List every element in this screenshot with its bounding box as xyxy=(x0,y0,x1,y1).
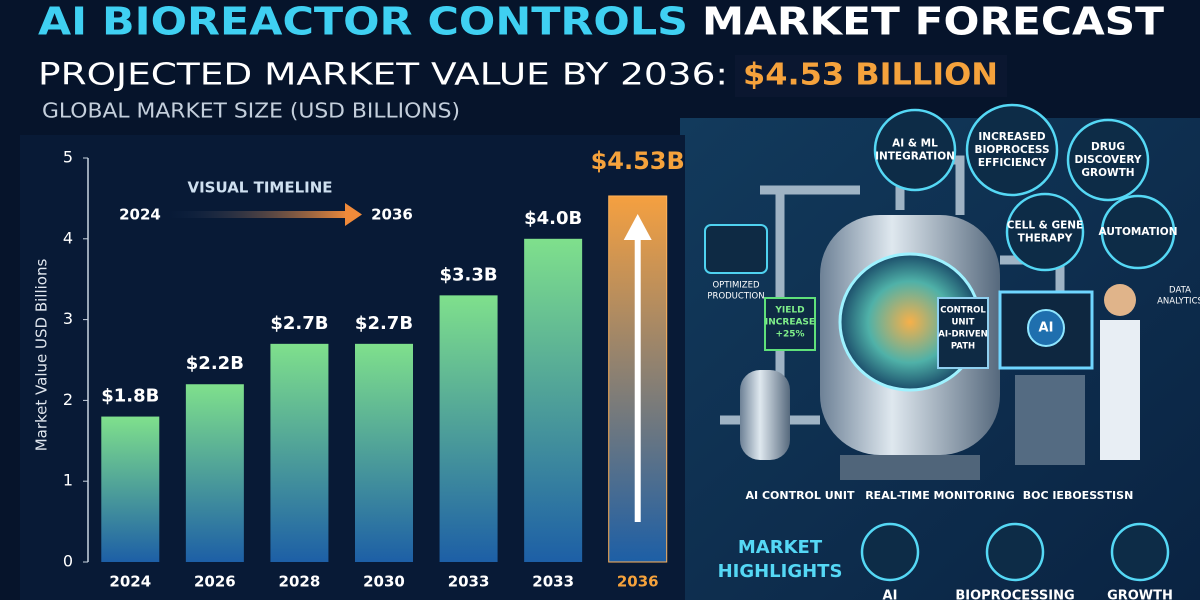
bubble xyxy=(1066,118,1150,202)
highlight-icon xyxy=(860,522,920,582)
label-line: MARKET xyxy=(738,537,823,558)
timeline-arrowhead xyxy=(345,203,362,226)
caption: GLOBAL MARKET SIZE (USD BILLIONS) xyxy=(42,99,460,123)
x-tick-label: 2026 xyxy=(194,573,236,591)
highlight-icon xyxy=(985,522,1045,582)
bar xyxy=(185,384,244,562)
caption: BOC IEBOESSTISN xyxy=(1023,489,1134,502)
y-tick-label: 1 xyxy=(63,471,73,490)
subtitle: PROJECTED MARKET VALUE BY 2036: xyxy=(38,58,728,93)
x-tick-label: 2028 xyxy=(279,573,321,591)
y-tick-label: 0 xyxy=(63,552,73,571)
value-label: $3.3B xyxy=(440,264,498,285)
value-label: $2.2B xyxy=(186,353,244,374)
bubble xyxy=(1005,192,1085,272)
timeline-end: 2036 xyxy=(371,206,413,224)
label-line: THERAPY xyxy=(1018,233,1073,245)
label-line: OPTIMIZED xyxy=(712,281,760,291)
y-tick-label: 5 xyxy=(63,148,73,167)
label-line: YIELD xyxy=(774,306,804,316)
bar xyxy=(439,295,498,562)
caption: REAL-TIME MONITORING xyxy=(865,489,1015,502)
title-accent: AI BIOREACTOR CONTROLS xyxy=(38,0,688,44)
x-tick-label: 2030 xyxy=(363,573,405,591)
label-line: DATA xyxy=(1169,286,1191,296)
bar-arrowhead xyxy=(623,213,652,240)
x-tick-label: 2024 xyxy=(109,573,151,591)
value-label: $4.0B xyxy=(524,208,582,229)
value-label: $4.53B xyxy=(591,147,685,175)
caption: AI CONTROL UNIT xyxy=(746,489,855,502)
highlight-box xyxy=(735,55,1007,97)
label-line: EFFICIENCY xyxy=(978,157,1047,169)
label-line: INCREASE xyxy=(765,318,815,328)
label-line: UNIT xyxy=(952,318,975,328)
label-line: CONTROL xyxy=(940,306,986,316)
title: MARKET FORECAST xyxy=(702,0,1164,44)
highlight-item: GROWTH xyxy=(1107,589,1173,600)
highlight-item: BIOPROCESSING xyxy=(955,589,1074,600)
label-line: INCREASED xyxy=(978,131,1046,143)
y-tick-label: 3 xyxy=(63,309,73,328)
value-label: $2.7B xyxy=(355,313,413,334)
bar xyxy=(270,343,329,562)
label-line: PRODUCTION xyxy=(707,292,764,302)
label-line: DISCOVERY xyxy=(1075,154,1142,166)
label-line: PATH xyxy=(951,342,975,352)
label-line: ANALYTICS xyxy=(1157,297,1200,307)
y-axis-label: Market Value USD Billions xyxy=(33,259,51,452)
timeline-start: 2024 xyxy=(119,206,161,224)
label-line: AUTOMATION xyxy=(1099,226,1178,238)
x-tick-label: 2033 xyxy=(532,573,574,591)
label-line: +25% xyxy=(775,330,804,340)
bubble xyxy=(965,103,1059,197)
value-label: $2.7B xyxy=(270,313,328,334)
subtitle-highlight: $4.53 BILLION xyxy=(743,58,998,93)
label-line: INTEGRATION xyxy=(875,151,955,163)
timeline-arrow xyxy=(168,211,348,218)
y-tick-label: 4 xyxy=(63,228,73,247)
bar xyxy=(355,343,413,562)
y-tick-label: 2 xyxy=(63,390,73,409)
label-line: GROWTH xyxy=(1081,167,1134,179)
bubble xyxy=(873,108,957,192)
label-line: CELL & GENE xyxy=(1007,220,1083,232)
label-line: AI-DRIVEN xyxy=(938,330,988,340)
bioreactor xyxy=(704,155,1140,480)
label-line: DRUG xyxy=(1091,141,1125,153)
timeline-label: VISUAL TIMELINE xyxy=(187,179,332,197)
label-line: BIOPROCESS xyxy=(974,144,1049,156)
bar xyxy=(101,416,160,562)
value-label: $1.8B xyxy=(101,386,159,407)
x-tick-label: 2036 xyxy=(617,573,659,591)
label-line: HIGHLIGHTS xyxy=(718,561,843,582)
bubble xyxy=(1100,194,1176,270)
x-tick-label: 2033 xyxy=(448,573,490,591)
label-line: AI & ML xyxy=(892,138,938,150)
screen-label: AI xyxy=(1039,321,1054,336)
highlight-item: AI xyxy=(883,589,898,600)
highlight-icon xyxy=(1110,522,1170,582)
bar xyxy=(524,238,583,563)
